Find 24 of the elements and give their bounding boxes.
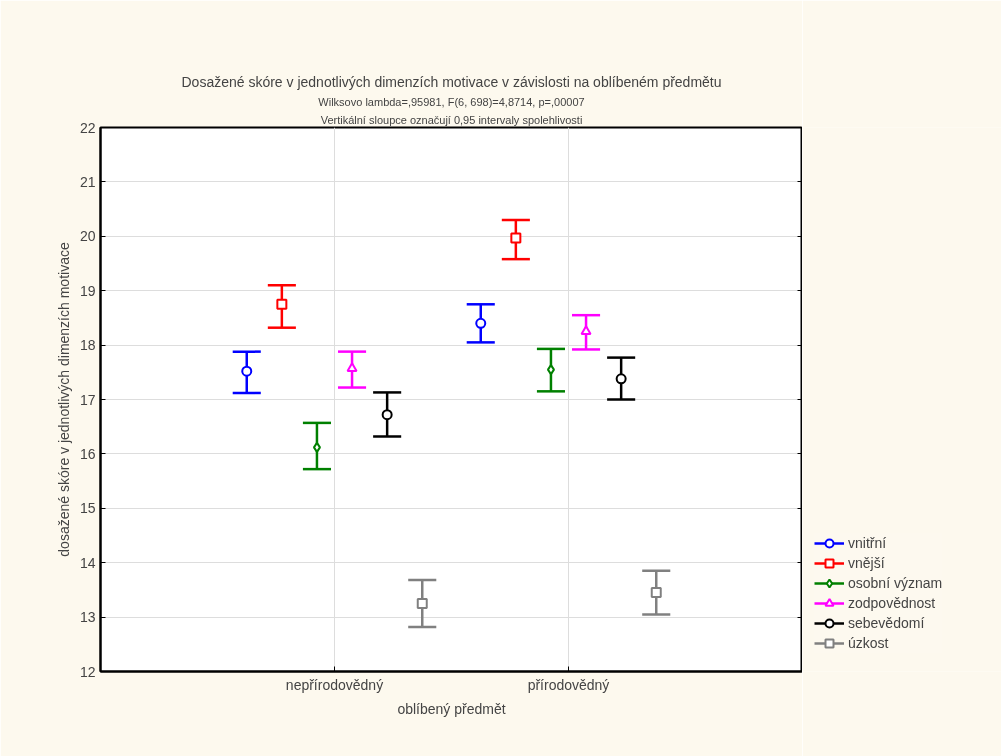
text: Vertikální sloupce označují 0,95 intervaly spolehlivosti [320,113,583,126]
y-tick-label: 18 [79,337,96,354]
y-tick-label: 15 [79,500,96,517]
y-tick-label: 13 [79,609,96,626]
y-tick-label: 17 [79,391,96,408]
y-tick-label: 16 [79,445,96,462]
x-axis-title: oblíbený předmět [397,700,506,717]
y-tick-label: 14 [79,554,96,571]
y-tick-label: 19 [79,282,96,299]
y-tick-label: 22 [79,119,96,136]
y-axis-title: dosažené skóre v jednotlivých dimenzích motivace [55,242,72,557]
legend-label: vnitřní [848,535,887,551]
chart-subtitle: Wilksovo lambda=,95981, F(6, 698)=4,8714, p=,00007 [318,95,585,108]
legend-label: sebevědomí [848,615,925,631]
y-tick-label: 21 [79,173,96,190]
legend-label: osobní význam [848,575,943,591]
y-tick-label: 12 [79,663,96,680]
chart-title: Dosažené skóre v jednotlivých dimenzích motivace v závislosti na oblíbeném předmětu [181,73,722,90]
legend-label: úzkost [848,635,889,651]
x-tick-label: přírodovědný [527,676,610,693]
legend-label: vnější [848,555,885,571]
legend-label: zodpovědnost [848,595,936,611]
x-tick-label: nepřírodovědný [285,676,384,693]
y-tick-label: 20 [79,228,96,245]
